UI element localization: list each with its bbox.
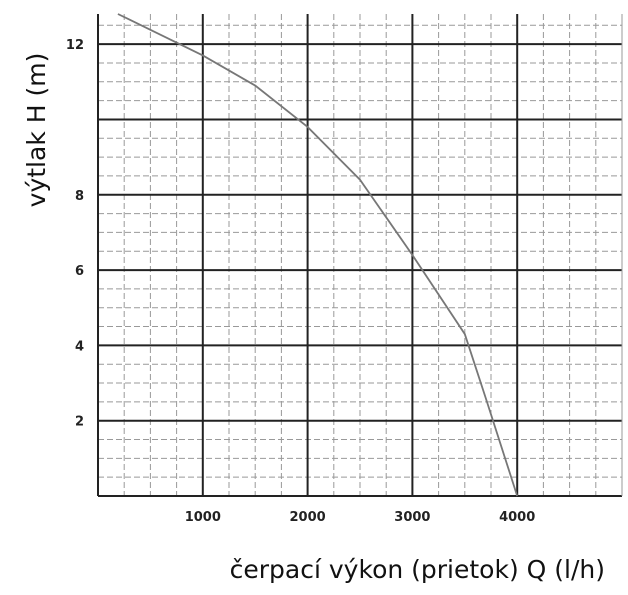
- x-tick-label: 4000: [499, 510, 535, 525]
- x-axis-label: čerpací výkon (prietok) Q (l/h): [230, 555, 605, 584]
- y-tick-label: 4: [75, 339, 84, 354]
- y-axis-label: výtlak H (m): [22, 53, 51, 208]
- x-tick-label: 3000: [394, 510, 430, 525]
- y-tick-label: 12: [66, 38, 84, 53]
- curve: [117, 13, 519, 497]
- x-tick-label: 1000: [185, 510, 221, 525]
- x-tick-label: 2000: [290, 510, 326, 525]
- y-tick-label: 6: [75, 264, 84, 279]
- y-tick-label: 8: [75, 189, 84, 204]
- y-tick-label: 2: [75, 415, 84, 430]
